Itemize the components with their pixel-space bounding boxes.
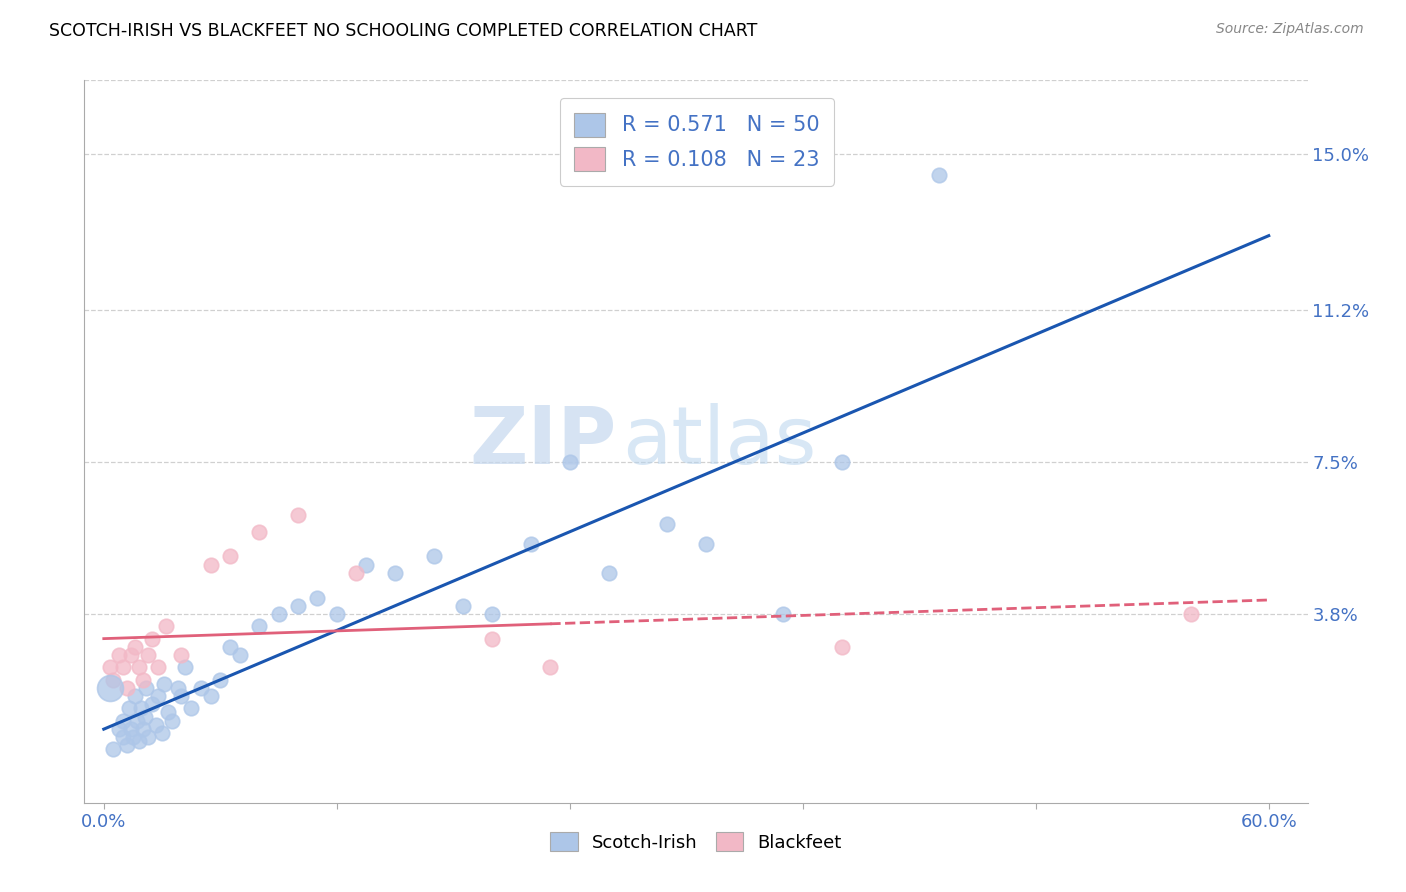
Point bbox=[128, 660, 150, 674]
Point bbox=[122, 730, 145, 744]
Point bbox=[831, 455, 853, 469]
Point bbox=[772, 607, 794, 621]
Point bbox=[538, 660, 561, 674]
Point bbox=[598, 566, 620, 580]
Point bbox=[120, 722, 142, 736]
Point bbox=[170, 689, 193, 703]
Point bbox=[103, 673, 125, 687]
Point bbox=[695, 537, 717, 551]
Point bbox=[141, 632, 163, 646]
Point bbox=[150, 726, 173, 740]
Point bbox=[209, 673, 232, 687]
Legend: Scotch-Irish, Blackfeet: Scotch-Irish, Blackfeet bbox=[543, 824, 849, 859]
Point bbox=[166, 681, 188, 695]
Point bbox=[481, 607, 503, 621]
Point bbox=[115, 681, 138, 695]
Point bbox=[423, 549, 446, 564]
Point bbox=[267, 607, 290, 621]
Point bbox=[384, 566, 406, 580]
Point bbox=[153, 677, 176, 691]
Point bbox=[1180, 607, 1202, 621]
Point bbox=[138, 730, 160, 744]
Point bbox=[287, 599, 309, 613]
Point bbox=[326, 607, 349, 621]
Point bbox=[831, 640, 853, 654]
Point bbox=[219, 549, 242, 564]
Point bbox=[160, 714, 183, 728]
Point bbox=[128, 734, 150, 748]
Point bbox=[131, 673, 153, 687]
Point bbox=[558, 455, 581, 469]
Point bbox=[125, 714, 148, 728]
Point bbox=[146, 689, 169, 703]
Point bbox=[219, 640, 242, 654]
Point bbox=[180, 701, 202, 715]
Point bbox=[129, 701, 152, 715]
Point bbox=[112, 660, 135, 674]
Text: SCOTCH-IRISH VS BLACKFEET NO SCHOOLING COMPLETED CORRELATION CHART: SCOTCH-IRISH VS BLACKFEET NO SCHOOLING C… bbox=[49, 22, 758, 40]
Point bbox=[108, 648, 131, 662]
Point bbox=[120, 648, 142, 662]
Point bbox=[124, 640, 146, 654]
Text: atlas: atlas bbox=[623, 402, 817, 481]
Point bbox=[115, 739, 138, 753]
Point bbox=[112, 730, 135, 744]
Point bbox=[156, 706, 179, 720]
Text: ZIP: ZIP bbox=[470, 402, 616, 481]
Point bbox=[112, 714, 135, 728]
Point bbox=[124, 689, 146, 703]
Point bbox=[200, 689, 222, 703]
Point bbox=[344, 566, 367, 580]
Point bbox=[247, 524, 270, 539]
Point bbox=[118, 701, 141, 715]
Point bbox=[247, 619, 270, 633]
Point bbox=[108, 722, 131, 736]
Point bbox=[134, 709, 156, 723]
Point bbox=[155, 619, 177, 633]
Point bbox=[928, 168, 950, 182]
Point bbox=[98, 681, 121, 695]
Point bbox=[520, 537, 543, 551]
Point bbox=[307, 591, 329, 605]
Point bbox=[103, 742, 125, 756]
Text: Source: ZipAtlas.com: Source: ZipAtlas.com bbox=[1216, 22, 1364, 37]
Point bbox=[131, 722, 153, 736]
Point bbox=[141, 698, 163, 712]
Point bbox=[170, 648, 193, 662]
Point bbox=[287, 508, 309, 523]
Point bbox=[135, 681, 157, 695]
Point bbox=[145, 718, 167, 732]
Point bbox=[451, 599, 474, 613]
Point bbox=[481, 632, 503, 646]
Point bbox=[98, 660, 121, 674]
Point bbox=[190, 681, 212, 695]
Point bbox=[138, 648, 160, 662]
Point bbox=[200, 558, 222, 572]
Point bbox=[174, 660, 197, 674]
Point bbox=[354, 558, 377, 572]
Point bbox=[146, 660, 169, 674]
Point bbox=[228, 648, 250, 662]
Point bbox=[655, 516, 678, 531]
